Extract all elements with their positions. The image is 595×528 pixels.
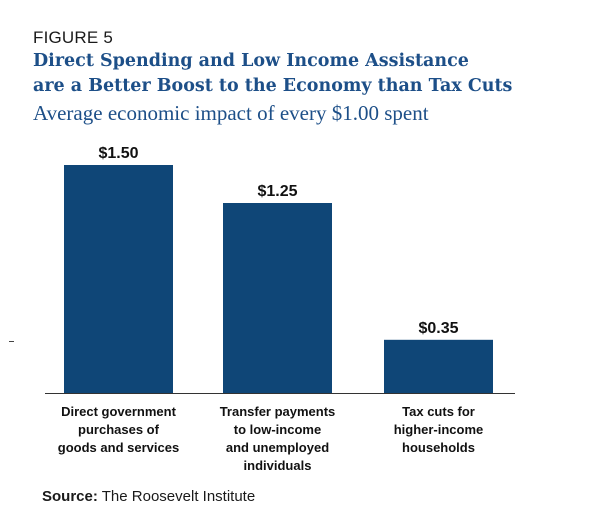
bar-2	[223, 203, 332, 393]
category-labels-group: Direct government purchases of goods and s…	[58, 404, 483, 473]
source-note: Source: The Roosevelt Institute	[42, 488, 255, 505]
category-label-2-line-3: and unemployed	[226, 440, 329, 455]
source-label: Source:	[42, 488, 98, 505]
category-label-1-line-3: goods and services	[58, 440, 179, 455]
bar-value-label-3: $0.35	[418, 320, 458, 337]
category-label-1-line-1: Direct government	[61, 404, 177, 419]
chart-subtitle: Average economic impact of every $1.00 s…	[33, 101, 429, 125]
value-labels-group: $1.50 $1.25 $0.35	[98, 145, 458, 337]
category-label-1: Direct government purchases of goods and s…	[58, 404, 179, 455]
category-label-2-line-2: to low-income	[234, 422, 321, 437]
category-label-1-line-2: purchases of	[78, 422, 160, 437]
stray-tick-mark	[9, 341, 14, 342]
source-text: The Roosevelt Institute	[101, 488, 256, 505]
bar-3	[384, 339, 493, 393]
bar-value-label-1: $1.50	[98, 145, 138, 162]
bars-group	[64, 165, 493, 393]
bar-1	[64, 165, 173, 393]
chart-title-line-1: Direct Spending and Low Income Assistanc…	[33, 51, 469, 71]
figure-label: FIGURE 5	[33, 28, 114, 47]
category-label-3-line-3: households	[402, 440, 475, 455]
category-label-3-line-1: Tax cuts for	[402, 404, 475, 419]
category-label-2-line-1: Transfer payments	[220, 404, 336, 419]
chart-title-line-2: are a Better Boost to the Economy than T…	[33, 76, 513, 96]
bar-value-label-2: $1.25	[257, 183, 297, 200]
category-label-2-line-4: individuals	[244, 458, 312, 473]
category-label-3: Tax cuts for higher-income households	[394, 404, 484, 455]
category-label-3-line-2: higher-income	[394, 422, 484, 437]
category-label-2: Transfer payments to low-income and unempl…	[220, 404, 336, 473]
chart-title: Direct Spending and Low Income Assistanc…	[33, 49, 512, 99]
